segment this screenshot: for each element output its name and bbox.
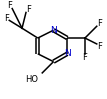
Text: HO: HO: [25, 75, 38, 84]
Text: F: F: [27, 5, 31, 14]
Text: F: F: [97, 19, 102, 28]
Text: F: F: [7, 1, 12, 10]
Text: N: N: [64, 49, 71, 58]
Text: N: N: [50, 26, 57, 35]
Text: F: F: [82, 53, 87, 62]
Text: F: F: [4, 14, 9, 23]
Text: F: F: [97, 42, 102, 51]
